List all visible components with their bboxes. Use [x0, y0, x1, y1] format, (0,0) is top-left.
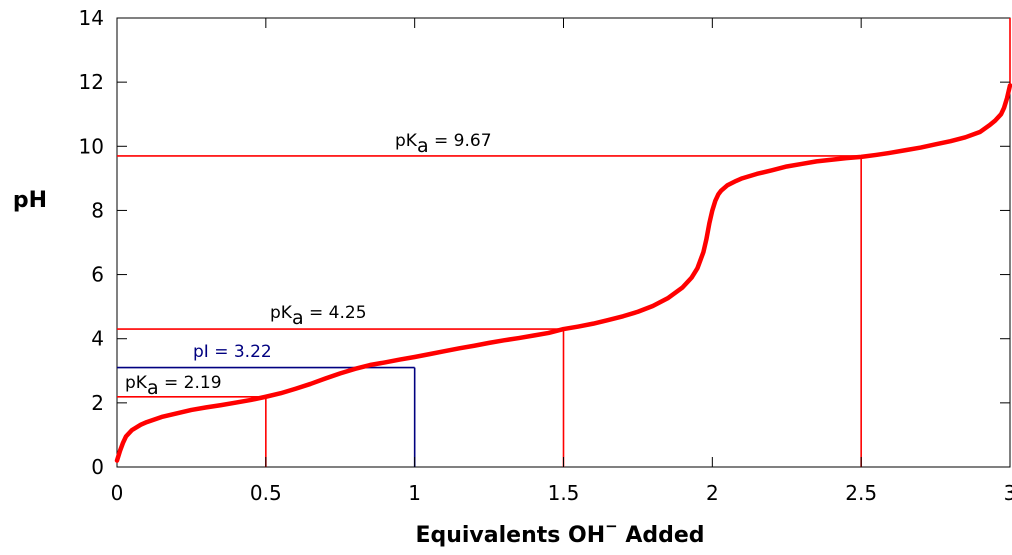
x-tick-label: 1: [408, 481, 421, 505]
pi-label: pI = 3.22: [193, 342, 272, 362]
x-tick-label: 0: [111, 481, 124, 505]
y-tick-label: 12: [79, 70, 104, 94]
y-tick-label: 14: [79, 6, 104, 30]
x-tick-label: 2.5: [845, 481, 877, 505]
y-tick-label: 0: [91, 455, 104, 479]
x-axis-title-main: Equivalents OH: [415, 523, 605, 548]
y-tick-label: 2: [91, 391, 104, 415]
x-axis-title-sup: −: [605, 517, 618, 535]
x-axis-title: Equivalents OH− Added: [415, 517, 704, 548]
y-axis-title: pH: [13, 188, 47, 213]
pka1-label: pKa = 2.19: [125, 373, 222, 399]
x-axis-title-tail: Added: [618, 523, 705, 548]
y-tick-label: 10: [79, 134, 104, 158]
x-tick-label: 3: [1004, 481, 1012, 505]
y-tick-label: 8: [91, 198, 104, 222]
x-tick-label: 1.5: [548, 481, 580, 505]
x-tick-label: 0.5: [250, 481, 282, 505]
pka2-label: pKa = 4.25: [270, 303, 367, 329]
x-tick-label: 2: [706, 481, 719, 505]
pka3-label: pKa = 9.67: [395, 131, 492, 157]
titration-curve: [114, 83, 1012, 463]
y-tick-label: 6: [91, 263, 104, 287]
y-tick-label: 4: [91, 327, 104, 351]
